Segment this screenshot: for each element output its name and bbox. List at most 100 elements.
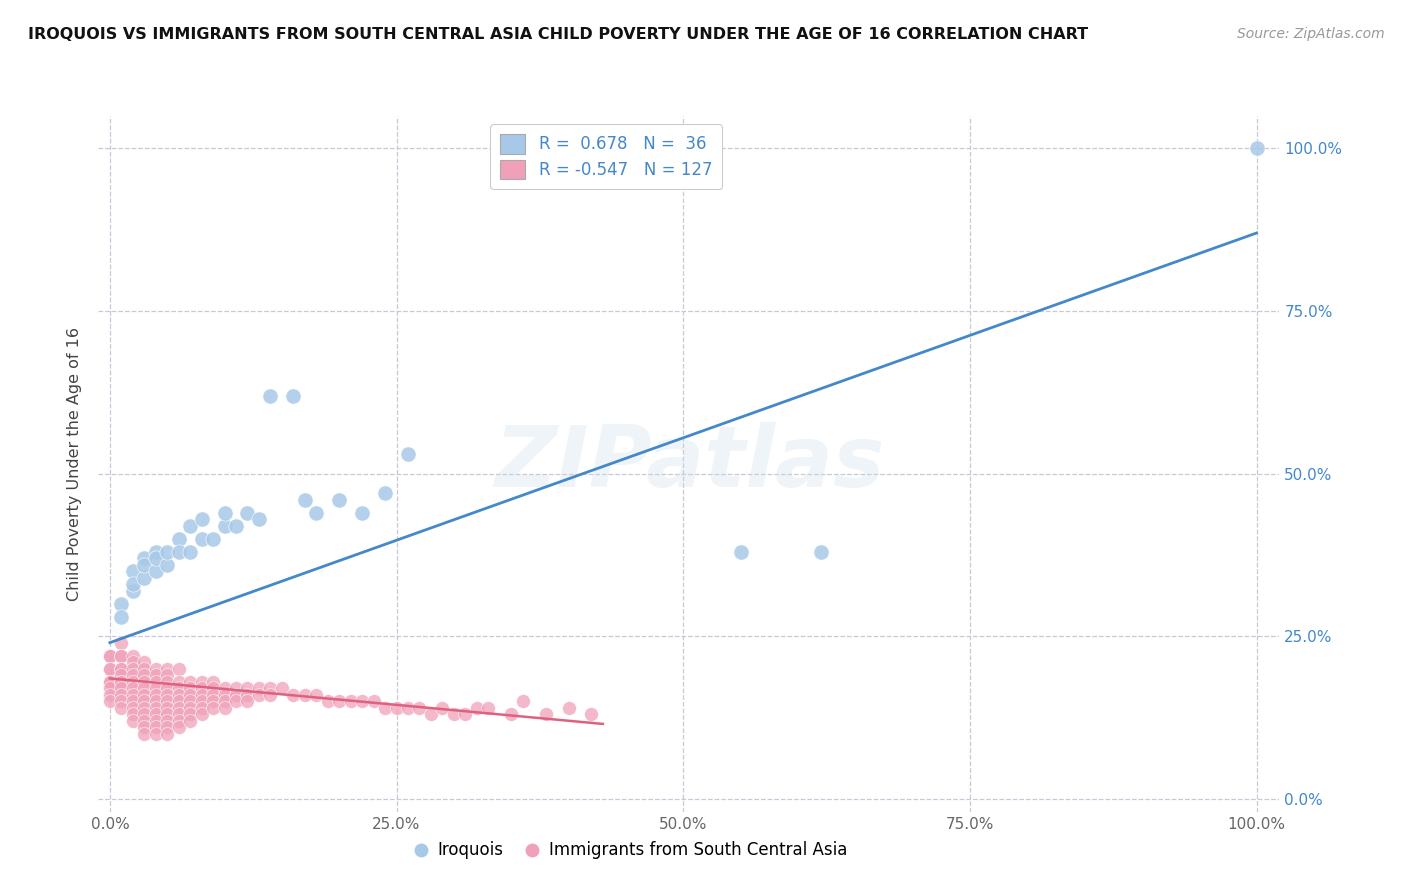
Point — [121, 648, 143, 663]
Point — [110, 648, 132, 663]
Point — [214, 506, 236, 520]
Point — [190, 688, 212, 702]
Point — [190, 707, 212, 722]
Point — [121, 707, 143, 722]
Point — [214, 688, 236, 702]
Point — [121, 668, 143, 682]
Point — [110, 662, 132, 676]
Point — [283, 688, 305, 702]
Text: Source: ZipAtlas.com: Source: ZipAtlas.com — [1237, 27, 1385, 41]
Point — [134, 681, 156, 695]
Point — [98, 674, 121, 689]
Point — [110, 700, 132, 714]
Point — [156, 727, 179, 741]
Point — [145, 688, 167, 702]
Point — [98, 662, 121, 676]
Point — [202, 700, 225, 714]
Point — [179, 694, 201, 708]
Point — [156, 662, 179, 676]
Point — [305, 506, 328, 520]
Point — [352, 506, 374, 520]
Point — [98, 674, 121, 689]
Point — [145, 668, 167, 682]
Point — [134, 662, 156, 676]
Point — [1246, 141, 1268, 155]
Text: ZIPatlas: ZIPatlas — [494, 422, 884, 506]
Point — [259, 688, 281, 702]
Point — [156, 694, 179, 708]
Point — [134, 571, 156, 585]
Point — [167, 720, 190, 734]
Point — [236, 681, 259, 695]
Point — [259, 388, 281, 402]
Point — [534, 707, 557, 722]
Point — [156, 688, 179, 702]
Point — [214, 518, 236, 533]
Point — [145, 544, 167, 558]
Point — [167, 532, 190, 546]
Point — [339, 694, 361, 708]
Point — [214, 681, 236, 695]
Point — [134, 727, 156, 741]
Point — [179, 544, 201, 558]
Point — [179, 518, 201, 533]
Point — [396, 700, 419, 714]
Text: IROQUOIS VS IMMIGRANTS FROM SOUTH CENTRAL ASIA CHILD POVERTY UNDER THE AGE OF 16: IROQUOIS VS IMMIGRANTS FROM SOUTH CENTRA… — [28, 27, 1088, 42]
Point — [156, 707, 179, 722]
Point — [134, 700, 156, 714]
Point — [477, 700, 499, 714]
Point — [179, 707, 201, 722]
Point — [98, 694, 121, 708]
Point — [190, 512, 212, 526]
Point — [179, 714, 201, 728]
Point — [121, 564, 143, 578]
Point — [328, 492, 350, 507]
Point — [110, 674, 132, 689]
Point — [98, 681, 121, 695]
Point — [145, 707, 167, 722]
Point — [145, 662, 167, 676]
Point — [374, 486, 396, 500]
Point — [179, 700, 201, 714]
Point — [121, 681, 143, 695]
Point — [247, 681, 270, 695]
Point — [134, 668, 156, 682]
Point — [316, 694, 339, 708]
Point — [352, 694, 374, 708]
Point — [225, 518, 247, 533]
Point — [110, 681, 132, 695]
Point — [190, 694, 212, 708]
Point — [730, 544, 752, 558]
Point — [110, 694, 132, 708]
Point — [190, 674, 212, 689]
Point — [110, 635, 132, 649]
Point — [294, 688, 316, 702]
Point — [247, 688, 270, 702]
Point — [179, 674, 201, 689]
Point — [454, 707, 477, 722]
Point — [225, 688, 247, 702]
Point — [363, 694, 385, 708]
Point — [167, 707, 190, 722]
Point — [167, 544, 190, 558]
Point — [110, 648, 132, 663]
Point — [98, 648, 121, 663]
Point — [145, 714, 167, 728]
Point — [305, 688, 328, 702]
Point — [98, 648, 121, 663]
Point — [190, 532, 212, 546]
Point — [134, 558, 156, 572]
Point — [294, 492, 316, 507]
Point — [134, 694, 156, 708]
Point — [167, 674, 190, 689]
Point — [134, 688, 156, 702]
Point — [465, 700, 488, 714]
Point — [167, 694, 190, 708]
Point — [236, 694, 259, 708]
Point — [121, 674, 143, 689]
Point — [179, 681, 201, 695]
Point — [145, 727, 167, 741]
Point — [134, 655, 156, 669]
Point — [156, 681, 179, 695]
Point — [810, 544, 832, 558]
